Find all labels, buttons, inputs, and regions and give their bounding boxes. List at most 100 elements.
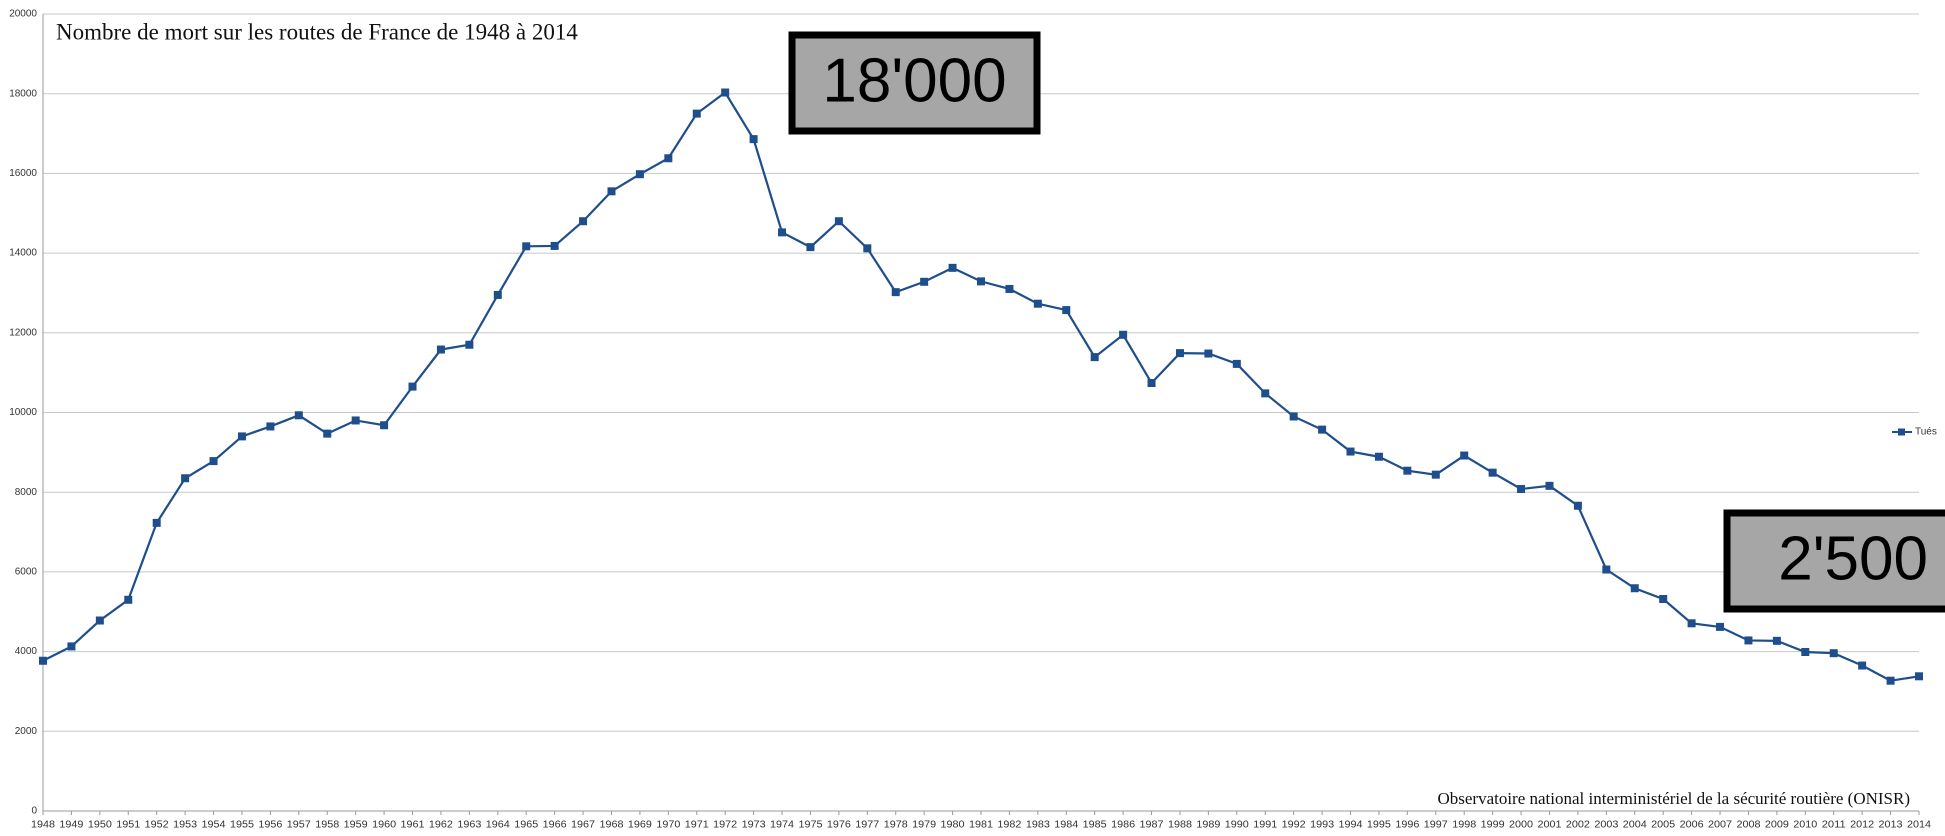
x-tick-label: 1959 <box>344 820 368 831</box>
point <box>863 244 872 253</box>
x-tick-label: 1961 <box>401 820 425 831</box>
point <box>1147 379 1156 388</box>
x-tick-label: 1982 <box>997 820 1021 831</box>
x-tick-label: 1975 <box>798 820 822 831</box>
x-tick-label: 1998 <box>1452 820 1476 831</box>
point <box>465 340 474 349</box>
x-tick-label: 1990 <box>1225 820 1249 831</box>
point <box>39 656 47 665</box>
point <box>1175 349 1184 358</box>
point <box>1801 647 1810 656</box>
x-tick-label: 1999 <box>1481 820 1505 831</box>
point <box>778 228 787 237</box>
x-tick-label: 1964 <box>486 820 510 831</box>
point <box>1374 452 1383 461</box>
x-tick-label: 1980 <box>941 820 965 831</box>
x-tick-label: 1963 <box>457 820 481 831</box>
point <box>1772 636 1781 645</box>
x-tick-label: 1977 <box>855 820 879 831</box>
point <box>1403 466 1412 475</box>
x-tick-label: 2002 <box>1566 820 1590 831</box>
y-tick-label: 2000 <box>15 726 38 737</box>
point <box>1346 447 1355 456</box>
x-tick-label: 1981 <box>969 820 993 831</box>
y-tick-label: 14000 <box>9 248 37 259</box>
x-tick-label: 1970 <box>656 820 680 831</box>
x-tick-label: 1973 <box>742 820 766 831</box>
point <box>891 288 900 297</box>
x-tick-label: 2004 <box>1623 820 1647 831</box>
point <box>436 345 445 354</box>
point <box>1005 284 1014 293</box>
x-tick-label: 1967 <box>571 820 595 831</box>
point <box>834 217 843 226</box>
x-tick-label: 2013 <box>1879 820 1903 831</box>
point <box>1431 470 1440 479</box>
point <box>1318 425 1327 434</box>
point <box>1858 661 1867 670</box>
point <box>1829 649 1838 658</box>
x-tick-label: 1972 <box>713 820 737 831</box>
x-tick-label: 1974 <box>770 820 794 831</box>
point <box>95 616 104 625</box>
x-tick-label: 2005 <box>1651 820 1675 831</box>
point <box>1517 485 1526 494</box>
point <box>1915 672 1923 681</box>
point <box>806 243 815 252</box>
point <box>1744 636 1753 645</box>
x-tick-label: 2006 <box>1680 820 1704 831</box>
point <box>635 170 644 179</box>
y-tick-label: 20000 <box>9 9 37 20</box>
legend-label: Tués <box>1915 427 1937 438</box>
x-tick-label: 1986 <box>1111 820 1135 831</box>
x-tick-label: 1991 <box>1253 820 1277 831</box>
y-tick-label: 8000 <box>15 487 38 498</box>
x-tick-label: 1952 <box>145 820 169 831</box>
point <box>1659 594 1668 603</box>
point <box>1204 349 1213 358</box>
annotation-text: 18'000 <box>822 46 1006 115</box>
x-tick-label: 2003 <box>1594 820 1618 831</box>
x-tick-label: 1953 <box>173 820 197 831</box>
point <box>1261 389 1270 398</box>
point <box>607 187 616 196</box>
point <box>1687 619 1696 628</box>
chart-title: Nombre de mort sur les routes de France … <box>56 19 578 44</box>
x-tick-label: 1987 <box>1140 820 1164 831</box>
x-tick-label: 2001 <box>1537 820 1561 831</box>
x-tick-label: 1969 <box>628 820 652 831</box>
y-tick-label: 18000 <box>9 88 37 99</box>
x-tick-label: 1949 <box>59 820 83 831</box>
y-tick-label: 10000 <box>9 407 37 418</box>
point <box>67 642 76 651</box>
point <box>550 241 559 250</box>
y-tick-label: 6000 <box>15 567 38 578</box>
annotation-box <box>1723 509 1945 613</box>
x-tick-label: 1978 <box>884 820 908 831</box>
x-tick-label: 2011 <box>1822 820 1846 831</box>
x-tick-label: 1992 <box>1282 820 1306 831</box>
x-tick-label: 1988 <box>1168 820 1192 831</box>
point <box>920 277 929 286</box>
x-tick-label: 1950 <box>88 820 112 831</box>
point <box>181 474 190 483</box>
point <box>237 432 246 441</box>
point <box>1033 299 1042 308</box>
point <box>1630 584 1639 593</box>
y-tick-label: 12000 <box>9 327 37 338</box>
point <box>380 421 389 430</box>
point <box>1886 676 1895 685</box>
point <box>351 416 360 425</box>
x-tick-label: 2010 <box>1793 820 1817 831</box>
point <box>408 382 417 391</box>
x-tick-label: 1956 <box>258 820 282 831</box>
x-tick-label: 1966 <box>543 820 567 831</box>
x-tick-label: 1955 <box>230 820 254 831</box>
point <box>209 457 218 466</box>
x-tick-label: 2007 <box>1708 820 1732 831</box>
x-tick-label: 1985 <box>1083 820 1107 831</box>
x-tick-label: 1951 <box>116 820 140 831</box>
y-tick-label: 0 <box>31 806 37 817</box>
point <box>493 290 502 299</box>
x-tick-label: 1993 <box>1310 820 1334 831</box>
